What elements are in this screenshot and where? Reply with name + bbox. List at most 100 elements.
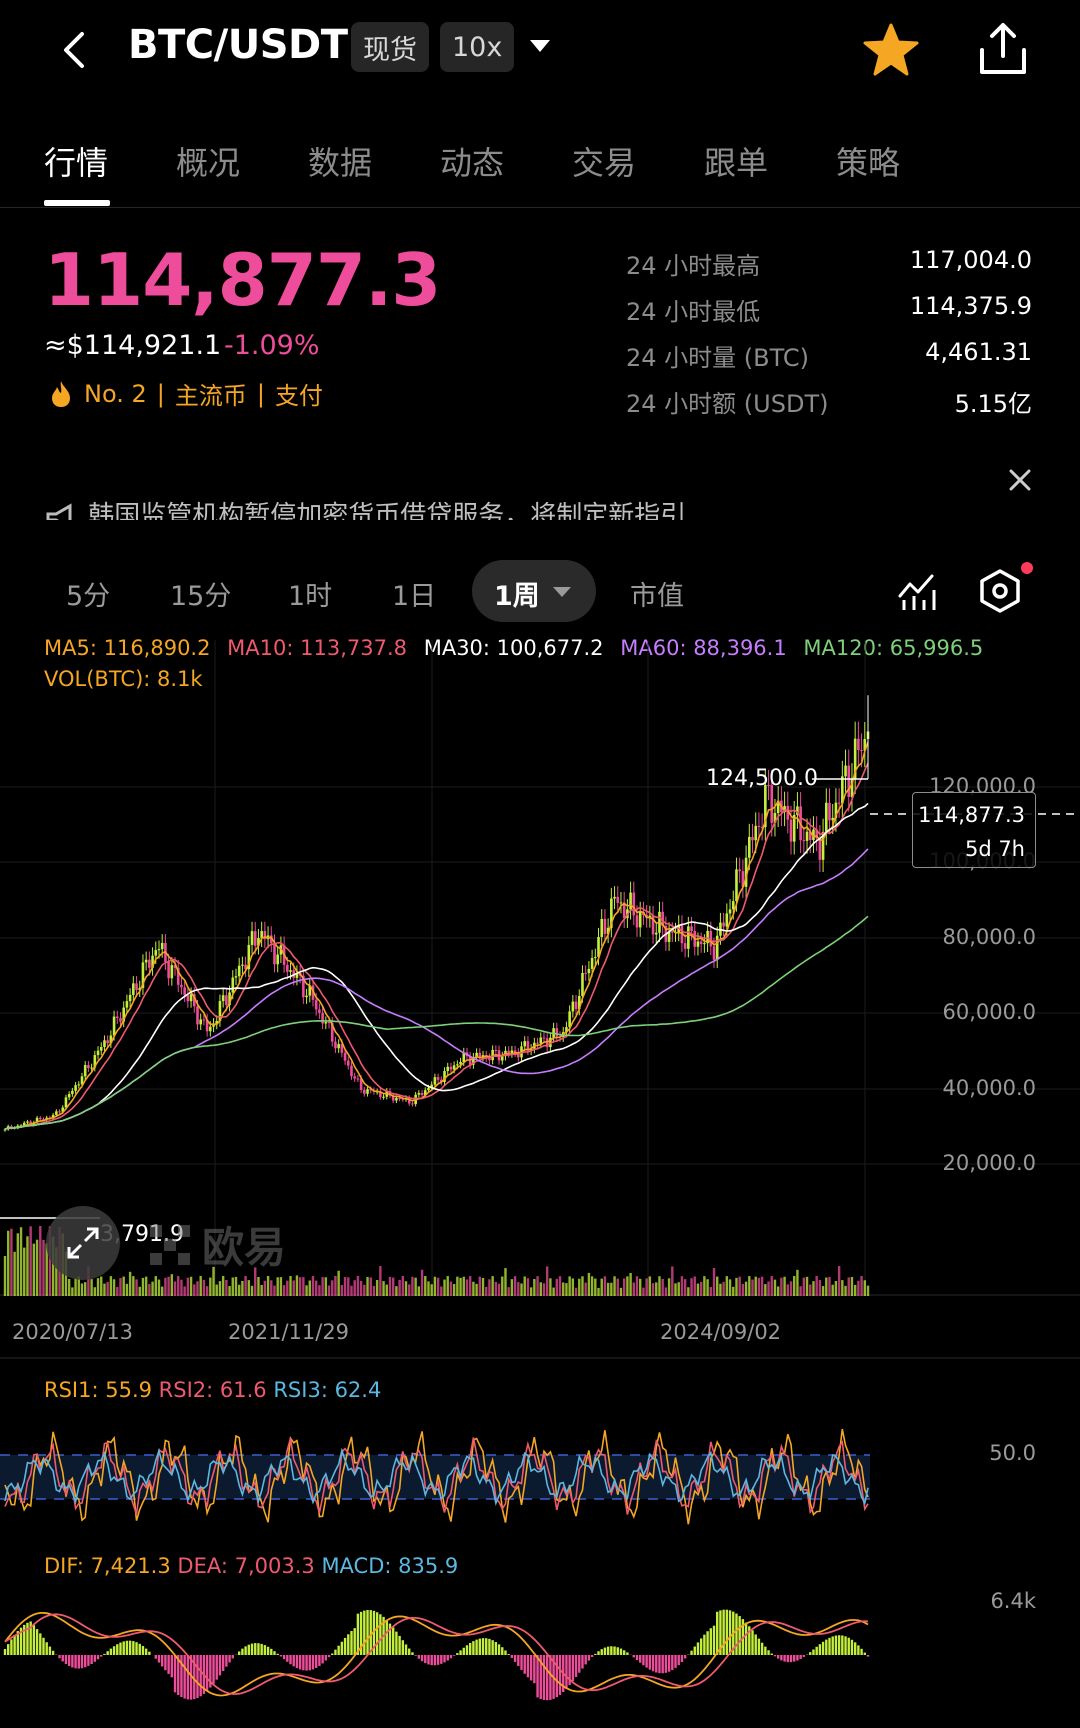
volume-bar bbox=[478, 1276, 482, 1296]
candle-body bbox=[449, 1066, 453, 1070]
chart-type-button[interactable] bbox=[896, 570, 940, 618]
interval-15m[interactable]: 15分 bbox=[170, 581, 232, 612]
macd-hist-bar bbox=[67, 1655, 71, 1667]
candle-body bbox=[731, 901, 735, 910]
volume-bar bbox=[667, 1278, 671, 1296]
volume-bar bbox=[776, 1286, 780, 1296]
volume-bar bbox=[375, 1280, 379, 1296]
okx-logo-icon bbox=[150, 1224, 190, 1265]
candle-body bbox=[324, 1022, 328, 1024]
interval-1h[interactable]: 1时 bbox=[288, 581, 333, 612]
volume-bar bbox=[783, 1276, 786, 1296]
tag-mainstream[interactable]: 主流币 bbox=[174, 382, 247, 410]
macd-hist-bar bbox=[529, 1655, 533, 1681]
interval-1w-label: 1周 bbox=[494, 581, 540, 612]
macd-hist-bar bbox=[372, 1610, 376, 1655]
volume-bar bbox=[603, 1276, 607, 1296]
candle-body bbox=[770, 785, 774, 823]
candle-body bbox=[757, 825, 761, 827]
volume-bar bbox=[828, 1276, 831, 1296]
interval-1w-button[interactable] bbox=[472, 560, 596, 622]
macd-hist-bar bbox=[395, 1631, 398, 1655]
volume-bar bbox=[722, 1281, 725, 1296]
macd-hist-bar bbox=[420, 1655, 424, 1662]
favorite-button[interactable] bbox=[862, 22, 920, 82]
volume-bar bbox=[799, 1286, 802, 1296]
macd-hist-bar bbox=[74, 1655, 77, 1669]
macd-hist-bar bbox=[42, 1637, 45, 1655]
candle-body bbox=[715, 935, 719, 960]
volume-bar bbox=[343, 1277, 347, 1296]
macd-hist-bar bbox=[757, 1638, 761, 1655]
tab-news[interactable]: 动态 bbox=[440, 144, 505, 182]
tab-copy-trading[interactable]: 跟单 bbox=[704, 144, 769, 182]
volume-bar bbox=[154, 1276, 157, 1296]
interval-5m[interactable]: 5分 bbox=[66, 581, 111, 612]
macd-hist-bar bbox=[3, 1649, 7, 1655]
volume-bar bbox=[497, 1283, 501, 1296]
macd-axis-label: 6.4k bbox=[990, 1589, 1036, 1613]
macd-hist-bar bbox=[472, 1641, 475, 1655]
candle-body bbox=[225, 995, 228, 1006]
macd-hist-bar bbox=[590, 1655, 594, 1658]
price-chart[interactable] bbox=[0, 630, 1080, 1728]
candle-body bbox=[395, 1097, 398, 1101]
macd-hist-bar bbox=[767, 1650, 770, 1655]
tab-trade[interactable]: 交易 bbox=[572, 144, 637, 182]
moving-averages bbox=[4, 741, 869, 1131]
macd-hist-bar bbox=[632, 1655, 636, 1658]
pair-dropdown-button[interactable] bbox=[528, 38, 552, 58]
candle-body bbox=[192, 994, 196, 1007]
volume-bar bbox=[292, 1280, 295, 1296]
candle-body bbox=[597, 937, 600, 957]
macd-hist-bar bbox=[616, 1647, 619, 1655]
interval-1d[interactable]: 1日 bbox=[392, 581, 437, 612]
volume-bar bbox=[395, 1286, 398, 1296]
tag-payment[interactable]: 支付 bbox=[274, 382, 323, 410]
candle-body bbox=[241, 964, 244, 966]
macd-hist-bar bbox=[247, 1644, 251, 1655]
chart-settings-button[interactable] bbox=[978, 568, 1022, 618]
tab-market[interactable]: 行情 bbox=[44, 144, 109, 182]
volume-bar bbox=[408, 1284, 411, 1296]
notification-dot bbox=[1021, 562, 1033, 574]
candle-body bbox=[55, 1111, 58, 1115]
back-button[interactable] bbox=[60, 26, 100, 74]
volume-bar bbox=[196, 1281, 199, 1296]
tab-strategy[interactable]: 策略 bbox=[836, 144, 901, 182]
volume-bar bbox=[581, 1276, 584, 1296]
current-price-box[interactable]: 114,877.3 5d 7h bbox=[912, 792, 1036, 868]
volume-bar bbox=[257, 1277, 260, 1296]
volume-bar bbox=[177, 1276, 180, 1296]
candle-body bbox=[837, 802, 841, 804]
interval-market-cap[interactable]: 市值 bbox=[630, 581, 684, 612]
macd-hist-bar bbox=[462, 1647, 465, 1655]
macd-hist-bar bbox=[103, 1653, 106, 1655]
news-ticker[interactable]: 韩国监管机构暂停加密货币借贷服务，将制定新指引 bbox=[44, 496, 804, 520]
news-close-button[interactable] bbox=[1006, 466, 1034, 498]
macd-hist-bar bbox=[324, 1655, 328, 1661]
macd-hist-bar bbox=[331, 1653, 334, 1655]
volume-bar bbox=[658, 1276, 661, 1296]
candle-body bbox=[443, 1071, 446, 1083]
volume-bar bbox=[728, 1279, 732, 1296]
candle-body bbox=[286, 964, 289, 972]
pair-title[interactable]: BTC/USDT bbox=[128, 22, 348, 68]
tab-data[interactable]: 数据 bbox=[308, 144, 373, 182]
macd-hist-bar bbox=[100, 1655, 103, 1657]
volume-bar bbox=[501, 1276, 504, 1296]
macd-hist-bar bbox=[610, 1646, 613, 1655]
share-button[interactable] bbox=[978, 22, 1028, 80]
macd-hist-bar bbox=[664, 1655, 668, 1673]
tab-overview[interactable]: 概况 bbox=[176, 144, 241, 182]
candle-body bbox=[536, 1042, 539, 1044]
macd-hist-bar bbox=[606, 1646, 610, 1655]
volume-bar bbox=[616, 1278, 619, 1296]
volume-bar bbox=[74, 1278, 77, 1296]
macd-hist-bar bbox=[311, 1655, 315, 1670]
macd-hist-bar bbox=[385, 1620, 388, 1655]
candle-body bbox=[440, 1079, 443, 1083]
fullscreen-button[interactable] bbox=[46, 1206, 120, 1280]
candle-body bbox=[549, 1037, 552, 1048]
volume-bar bbox=[809, 1284, 812, 1296]
